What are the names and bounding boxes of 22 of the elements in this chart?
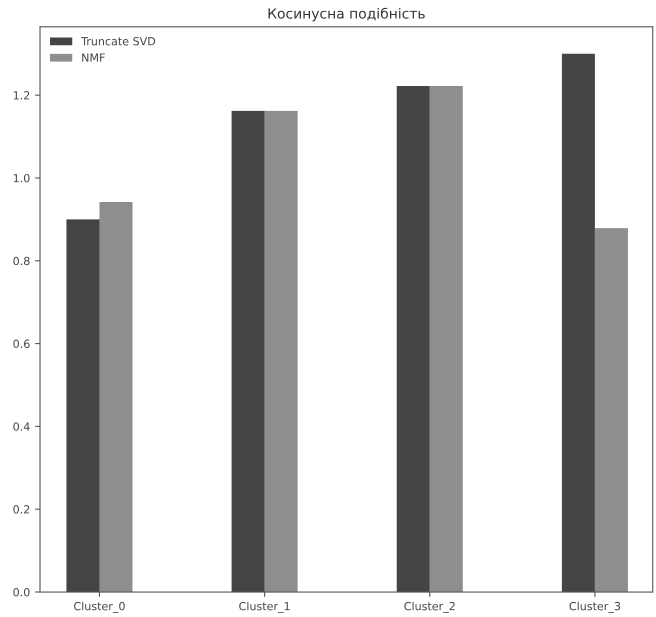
x-tick-label: Cluster_3: [570, 602, 620, 613]
x-tick-label: Cluster_2: [404, 602, 455, 613]
legend-label: Truncate SVD: [81, 37, 156, 46]
x-tick-label: Cluster_0: [74, 602, 125, 613]
bar: [66, 219, 100, 592]
bar: [430, 86, 463, 592]
bar: [396, 86, 430, 592]
y-tick-label: 0.6: [13, 340, 30, 348]
y-tick-label: 0.2: [13, 505, 30, 514]
y-tick-label: 1.0: [14, 174, 30, 182]
bar: [232, 110, 265, 592]
y-tick-label: 0.0: [13, 588, 30, 596]
y-tick-label: 1.2: [14, 91, 30, 100]
y-tick-label: 0.4: [13, 422, 30, 431]
bar: [99, 202, 132, 592]
x-tick-label: Cluster_1: [239, 602, 290, 613]
bar: [562, 54, 595, 592]
bar: [264, 110, 298, 592]
chart-title: Косинусна подібність: [268, 8, 425, 22]
bar: [594, 228, 628, 592]
y-tick-label: 0.8: [13, 256, 30, 266]
legend-label: NMF: [82, 53, 105, 62]
